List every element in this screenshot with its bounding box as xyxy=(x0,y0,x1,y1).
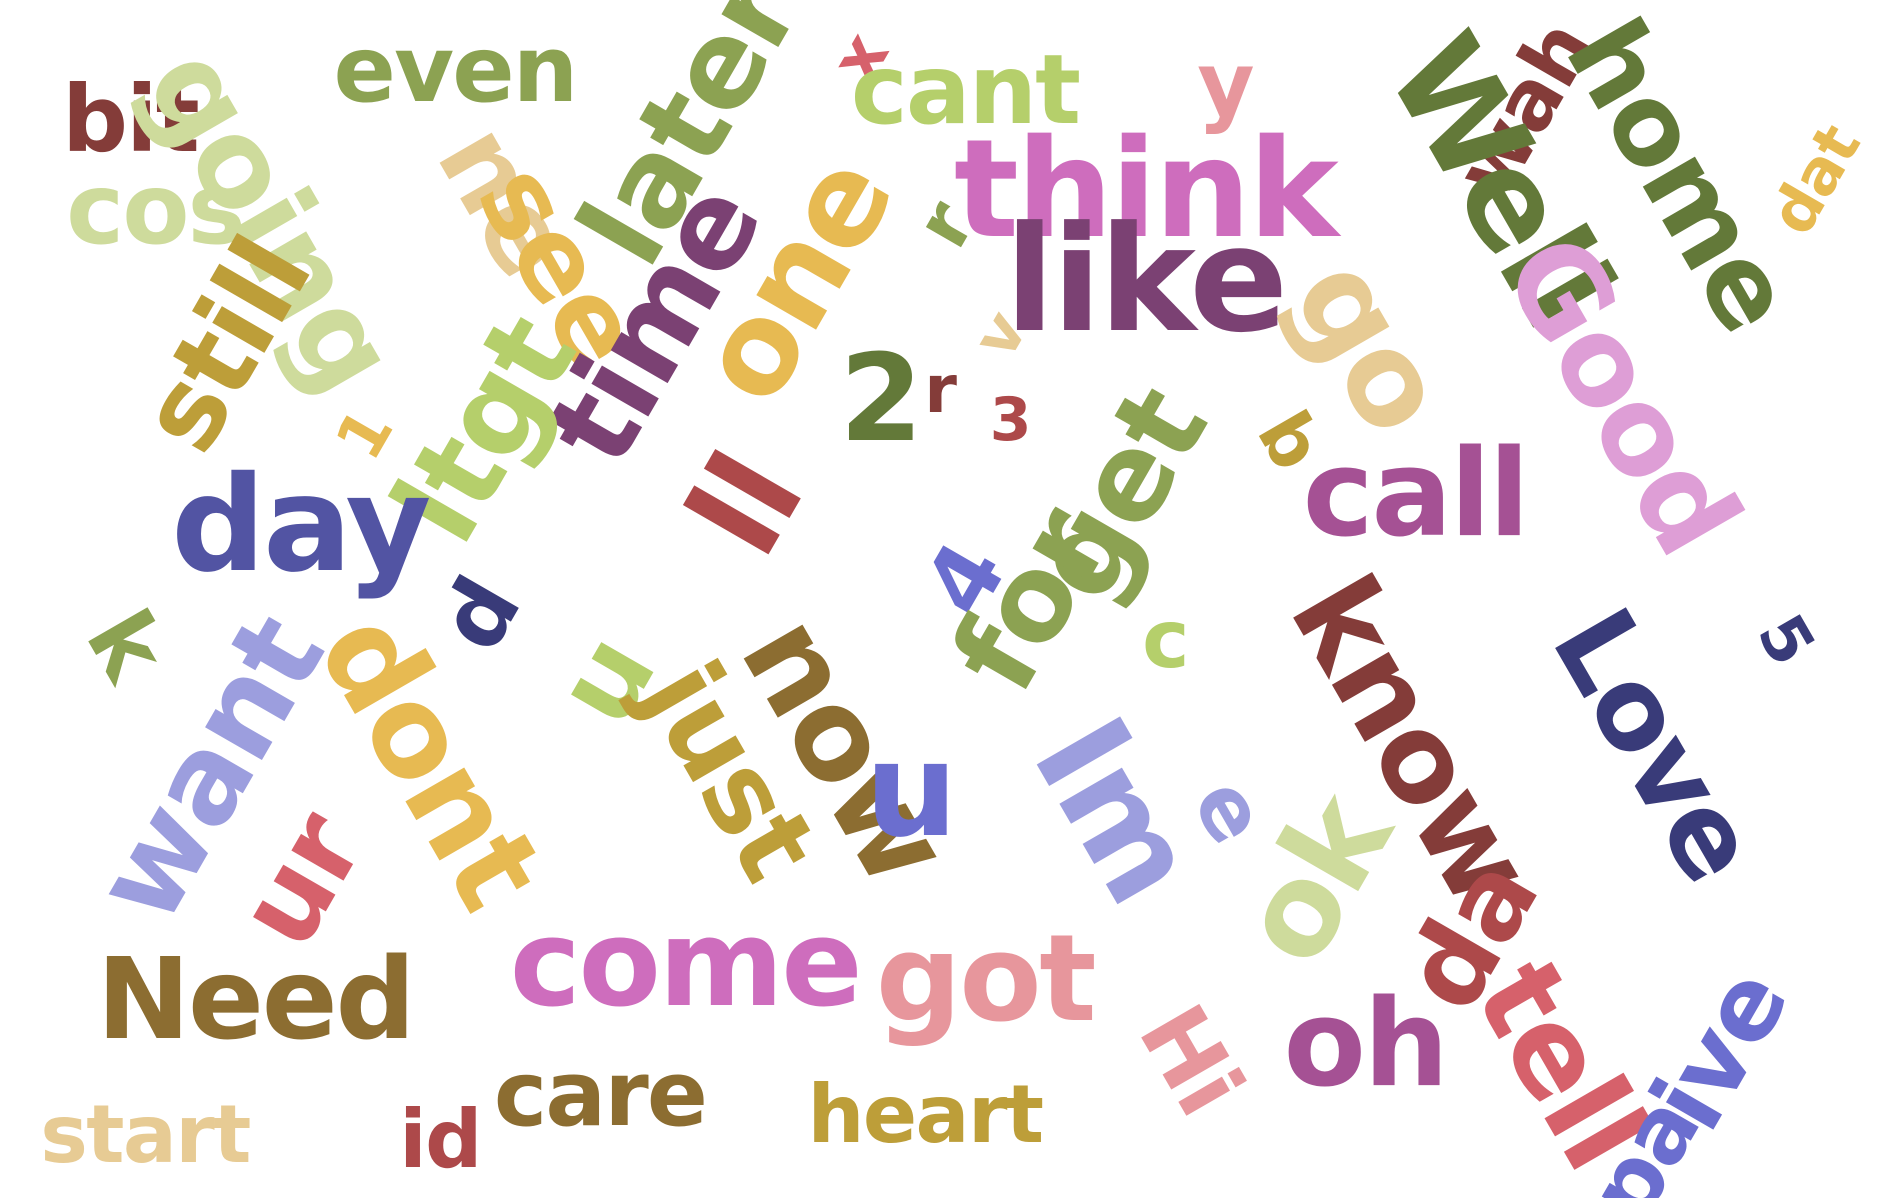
word: care xyxy=(493,1042,708,1147)
word: day xyxy=(171,448,431,602)
word: cos xyxy=(66,153,246,267)
word: 5 xyxy=(1742,602,1828,678)
word: oh xyxy=(1283,975,1448,1114)
word: 2 xyxy=(839,330,923,469)
word: call xyxy=(1302,425,1530,564)
word: 3 xyxy=(989,385,1032,455)
word: id xyxy=(399,1093,482,1186)
word: ll xyxy=(658,430,832,580)
word: r xyxy=(924,351,957,428)
word: c xyxy=(1142,593,1189,686)
word: even xyxy=(333,16,579,123)
word: like xyxy=(1004,195,1289,365)
word: cant xyxy=(850,34,1081,146)
word: bit xyxy=(62,66,200,173)
word: start xyxy=(40,1088,251,1181)
word: come xyxy=(509,895,863,1034)
word: k xyxy=(65,593,186,697)
word: Need xyxy=(96,935,416,1065)
word: y xyxy=(1197,33,1254,136)
word: Love xyxy=(1526,587,1784,903)
word: got xyxy=(875,910,1097,1049)
word: Hi xyxy=(1117,987,1263,1132)
word: u xyxy=(865,714,958,866)
word: heart xyxy=(807,1068,1045,1161)
word: think xyxy=(953,111,1339,269)
